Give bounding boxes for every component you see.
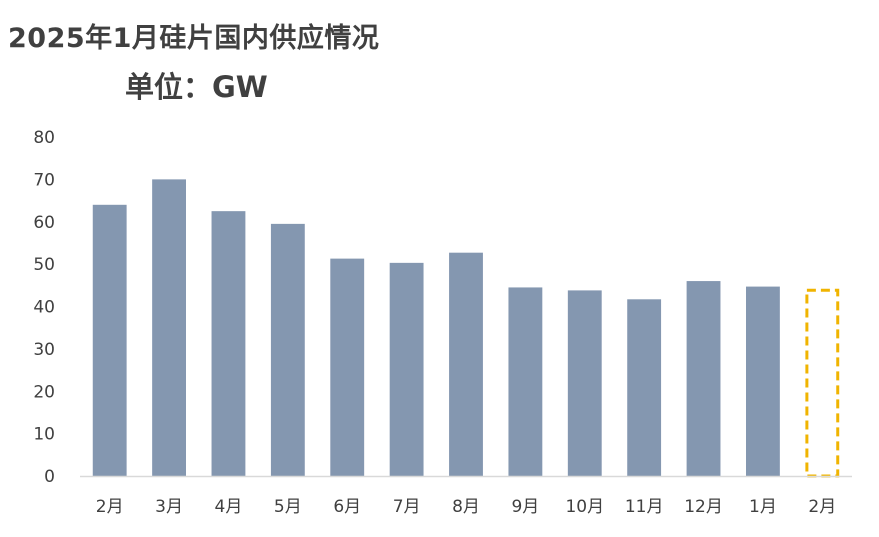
bar	[330, 258, 365, 476]
y-tick-label: 80	[33, 128, 55, 148]
y-tick-label: 60	[33, 213, 55, 233]
chart-title: 2025年1月硅片国内供应情况	[8, 23, 380, 54]
y-tick-label: 20	[33, 382, 55, 402]
y-tick-label: 70	[33, 170, 55, 190]
x-tick-label: 10月	[565, 497, 604, 517]
x-tick-label: 4月	[215, 497, 243, 517]
x-tick-label: 12月	[684, 497, 723, 517]
bar	[567, 290, 602, 476]
bar	[508, 287, 543, 476]
x-tick-label: 9月	[511, 497, 539, 517]
bar	[152, 179, 187, 476]
bar	[686, 281, 721, 476]
chart-unit-subtitle: 单位：GW	[125, 70, 268, 104]
x-tick-label: 6月	[333, 497, 361, 517]
y-tick-label: 40	[33, 298, 55, 318]
bar	[745, 286, 780, 476]
x-tick-label: 3月	[155, 497, 183, 517]
bar	[449, 252, 483, 476]
forecast-bar	[805, 288, 840, 478]
y-tick-label: 30	[33, 340, 55, 360]
bar	[627, 299, 662, 476]
x-tick-label: 5月	[274, 497, 302, 517]
bar	[211, 211, 246, 476]
x-tick-label: 2月	[808, 497, 836, 517]
bar	[389, 262, 424, 476]
bar	[92, 204, 127, 477]
x-tick-label: 8月	[452, 497, 480, 517]
x-tick-label: 2月	[96, 497, 124, 517]
x-tick-label: 7月	[393, 497, 421, 517]
y-tick-label: 10	[33, 425, 55, 445]
bar	[270, 223, 305, 476]
y-tick-label: 50	[33, 255, 55, 275]
x-tick-label: 11月	[625, 497, 664, 517]
y-tick-label: 0	[44, 467, 55, 487]
x-tick-label: 1月	[749, 497, 777, 517]
